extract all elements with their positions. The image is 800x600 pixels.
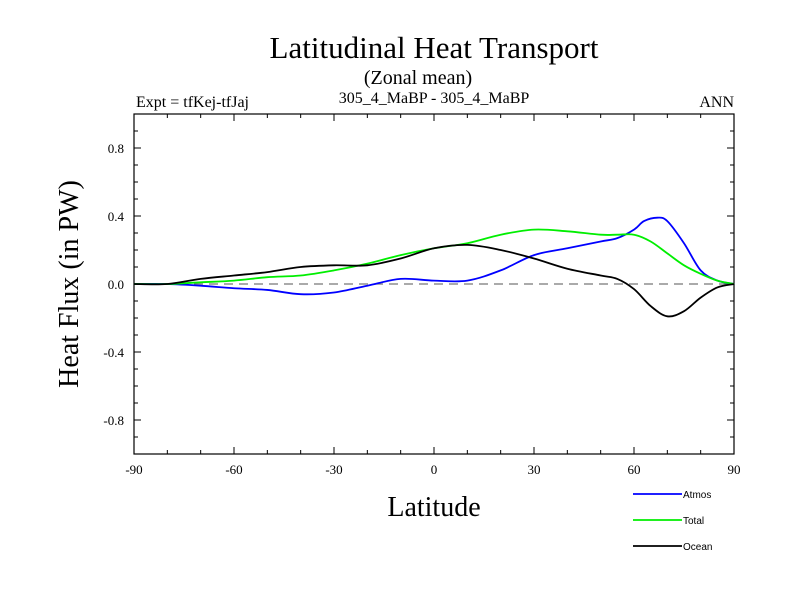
x-tick-label: 0	[431, 462, 438, 477]
season-label: ANN	[699, 94, 734, 111]
legend-label-atmos: Atmos	[683, 490, 711, 501]
x-tick-label: 30	[528, 462, 541, 477]
y-tick-label: 0.8	[108, 141, 124, 156]
series-line-total	[133, 228, 735, 286]
expt-label: Expt = tfKej-tfJaj	[136, 94, 249, 111]
axis-tick-labels: -90 -60 -30 0 30 60 90 -0.8 -0.4 0.0 0.4 0.8	[103, 141, 740, 477]
y-tick-label: 0.0	[108, 277, 124, 292]
case-label: 305_4_MaBP - 305_4_MaBP	[339, 90, 530, 107]
x-axis-label: Latitude	[387, 492, 480, 523]
x-tick-label: -90	[125, 462, 142, 477]
chart-subtitle: (Zonal mean)	[364, 67, 472, 89]
legend-label-ocean: Ocean	[683, 542, 712, 553]
y-tick-label: -0.8	[103, 413, 124, 428]
y-tick-label: -0.4	[103, 345, 124, 360]
x-tick-label: 60	[628, 462, 641, 477]
x-tick-label: -30	[325, 462, 342, 477]
legend: Atmos Total Ocean	[633, 490, 712, 553]
series-line-atmos	[133, 216, 735, 296]
series-line-ocean	[133, 243, 735, 318]
chart-title: Latitudinal Heat Transport	[270, 30, 599, 65]
x-tick-label: -60	[225, 462, 242, 477]
y-tick-label: 0.4	[108, 209, 125, 224]
legend-label-total: Total	[683, 516, 704, 527]
data-series	[133, 216, 735, 318]
x-tick-label: 90	[728, 462, 741, 477]
y-axis-label: Heat Flux (in PW)	[54, 180, 85, 388]
